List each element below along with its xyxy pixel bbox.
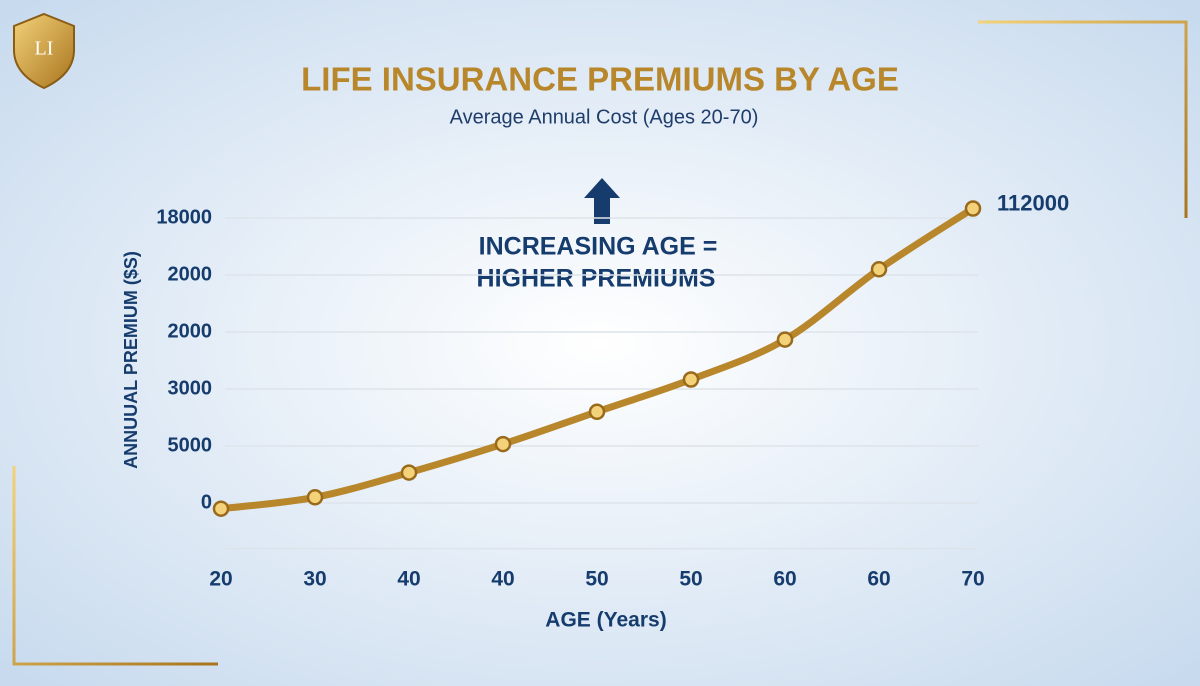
point <box>682 371 700 388</box>
y-tick-label: 2000 <box>168 320 213 342</box>
x-tick-label: 20 <box>209 568 232 591</box>
y-tick-label: 2000 <box>168 263 213 285</box>
x-tick-label: 60 <box>867 568 890 591</box>
point <box>870 261 888 278</box>
x-tick-label: 40 <box>397 568 420 591</box>
point <box>494 435 512 453</box>
logo-shield <box>13 12 75 90</box>
x-tick-label: 50 <box>679 568 702 591</box>
point <box>776 331 794 348</box>
arrow-icon <box>584 178 620 224</box>
x-tick-label: 50 <box>585 568 608 591</box>
chart-subtitle: Average Annual Cost (Ages 20-70) <box>450 106 759 128</box>
point <box>212 500 230 517</box>
point <box>306 489 324 506</box>
point <box>964 200 982 217</box>
frame-corner <box>978 20 1188 218</box>
point <box>400 464 418 481</box>
x-tick-label: 30 <box>303 568 326 591</box>
chart-title: LIFE INSURANCE PREMIUMS BY AGE <box>301 61 899 98</box>
x-tick-label: 70 <box>961 568 984 591</box>
y-tick-label: 3000 <box>168 377 213 399</box>
end-label: 112000 <box>997 190 1069 215</box>
annotation: INCREASING AGE = <box>479 233 718 261</box>
annotation: HIGHER PREMIUMS <box>477 265 716 293</box>
frame-corner <box>12 466 218 666</box>
logo-text: LI <box>35 38 54 60</box>
y-tick-label: 18000 <box>156 206 212 228</box>
point <box>588 403 606 421</box>
x-tick-label: 40 <box>491 568 514 591</box>
y-axis-label: ANNUUAL PREMIUM ($S) <box>121 251 141 469</box>
y-tick-label: 5000 <box>168 434 213 456</box>
y-tick-label: 0 <box>201 491 212 513</box>
x-axis-label: AGE (Years) <box>545 609 666 632</box>
x-tick-label: 60 <box>773 568 796 591</box>
